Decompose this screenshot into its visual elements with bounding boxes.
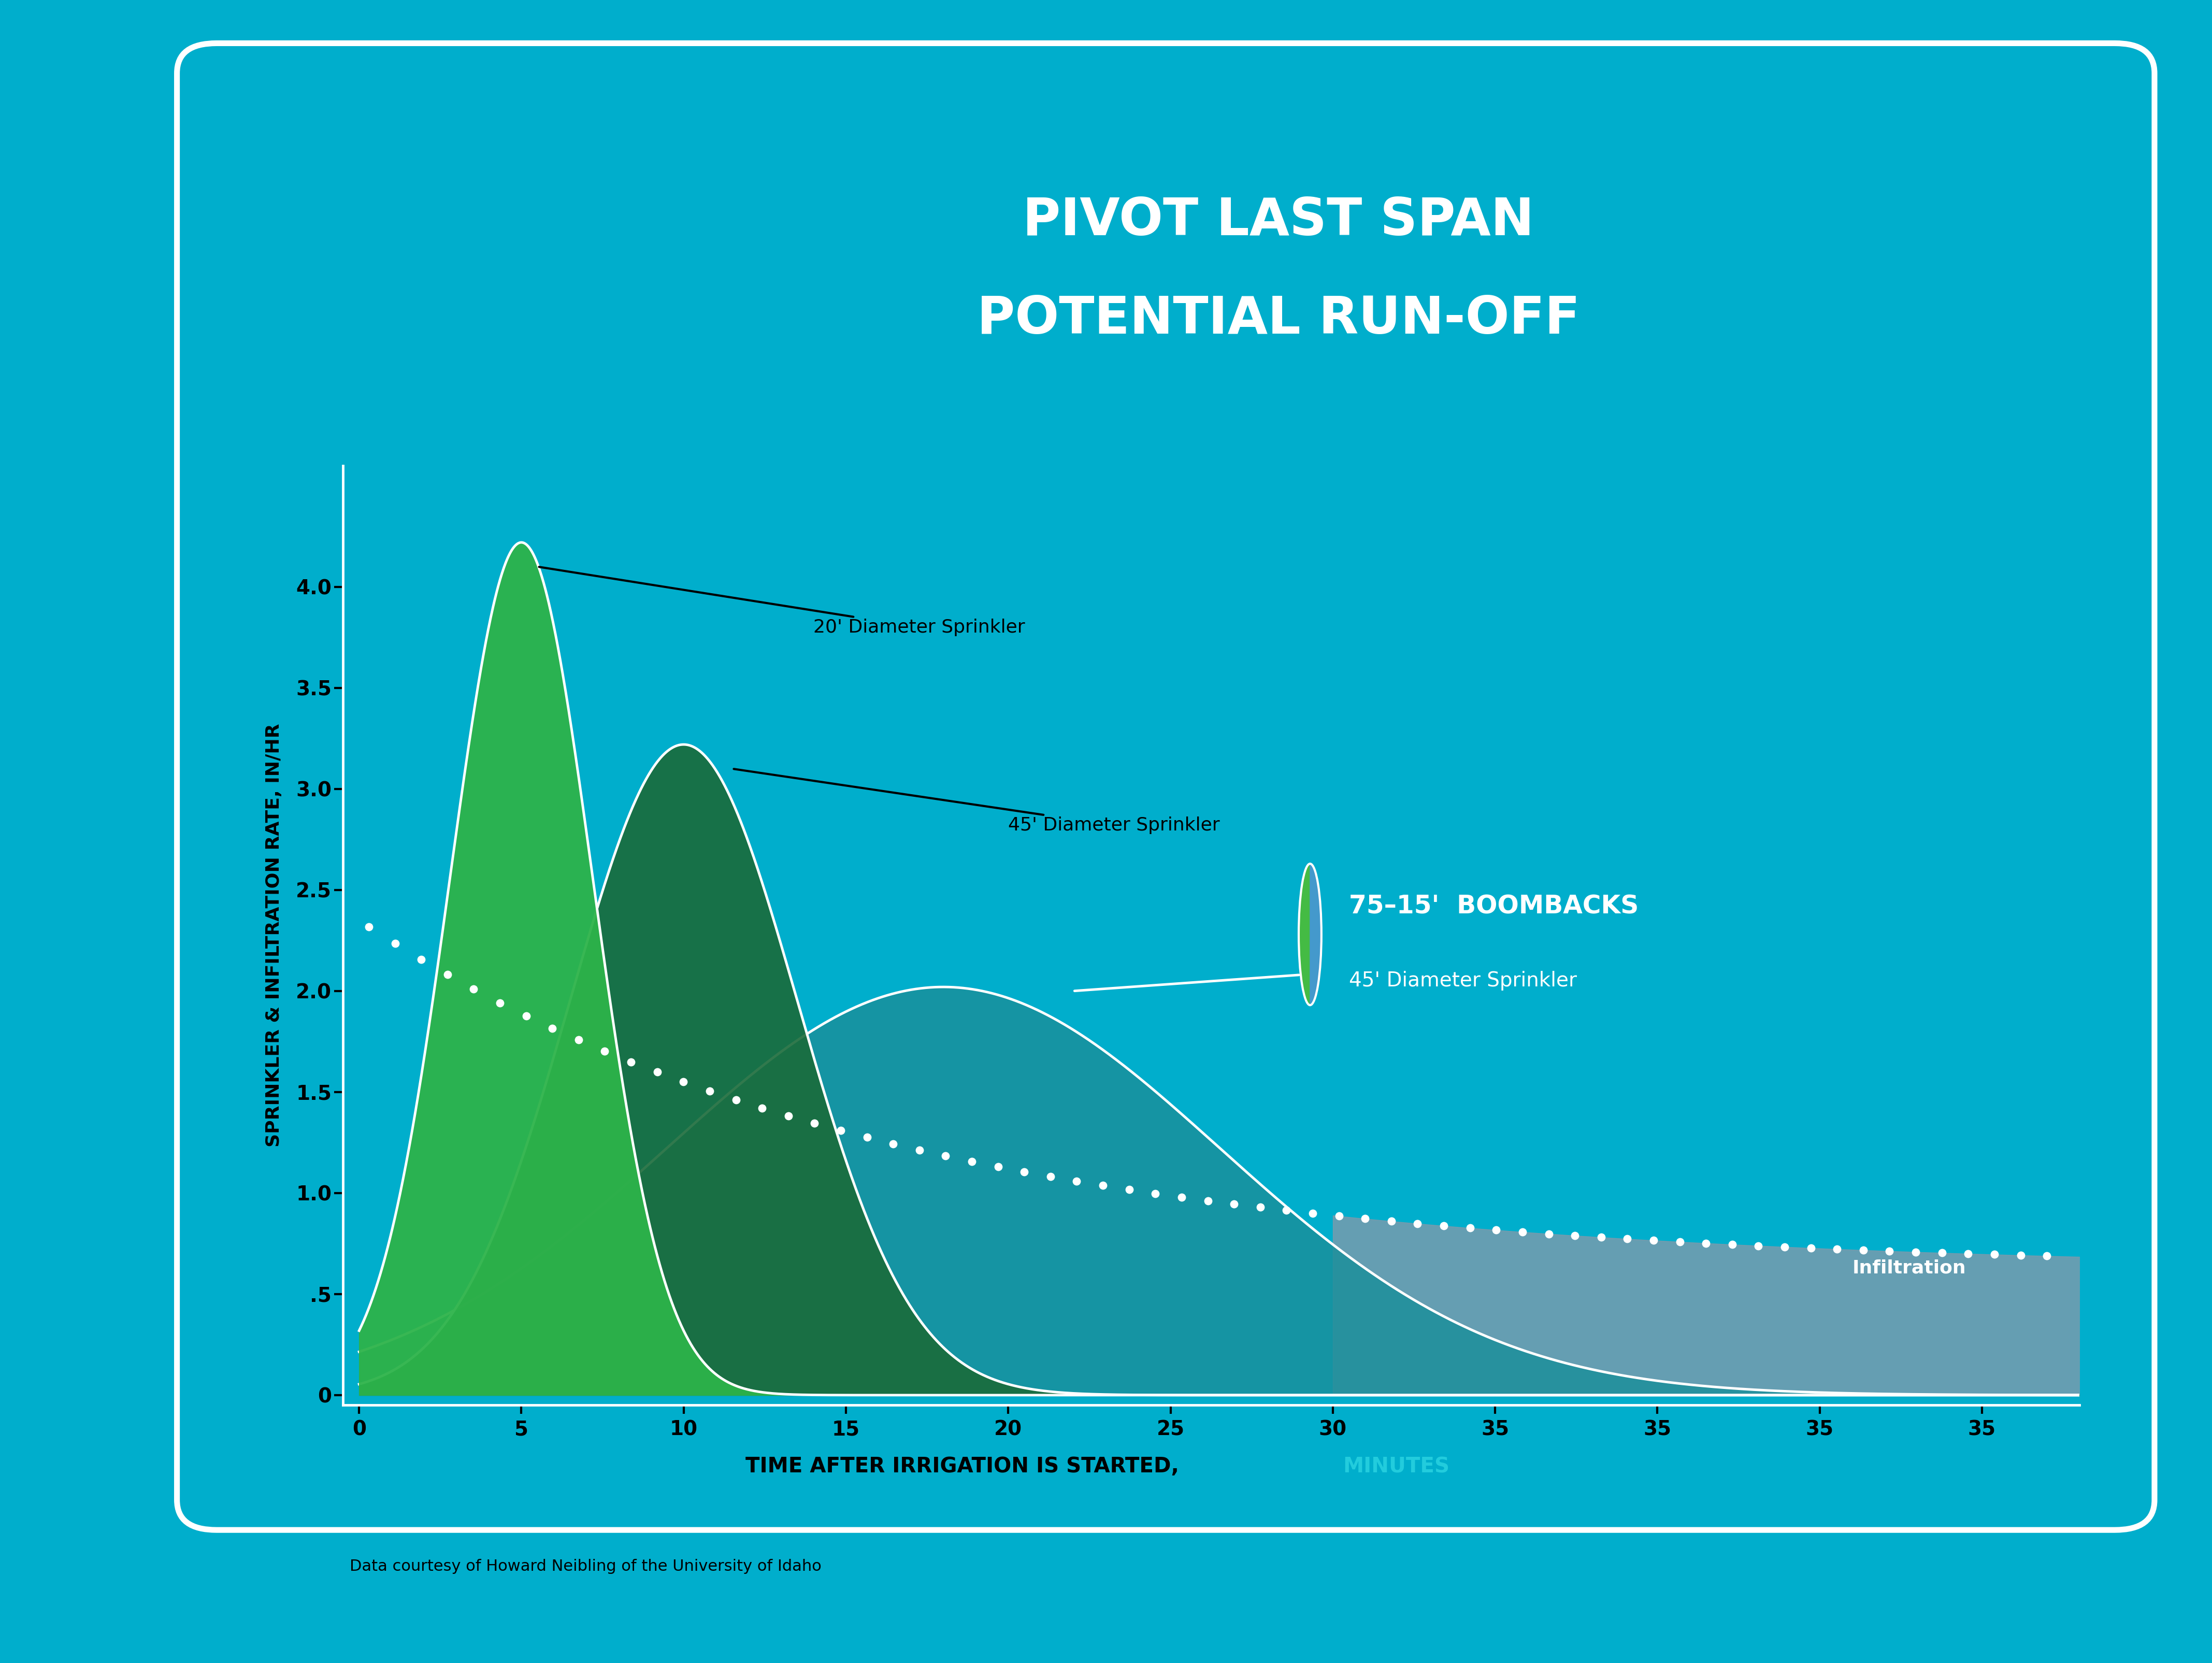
Point [1845,1237,1880,1264]
Point [1820,1236,1856,1262]
Point [456,976,491,1003]
Point [1033,1162,1068,1189]
Point [1217,1191,1252,1217]
Point [2002,1242,2037,1269]
Point [666,1068,701,1094]
Point [1374,1207,1409,1234]
Text: 45' Diameter Sprinkler: 45' Diameter Sprinkler [734,768,1219,835]
Point [2028,1242,2064,1269]
Point [1110,1176,1146,1202]
Text: PIVOT LAST SPAN: PIVOT LAST SPAN [1022,196,1535,246]
Point [535,1014,571,1041]
Point [929,1142,964,1169]
Text: 75–15'  BOOMBACKS: 75–15' BOOMBACKS [1349,893,1639,918]
Point [1767,1234,1803,1261]
Point [1714,1231,1750,1257]
Point [902,1137,938,1164]
Point [1137,1181,1172,1207]
Point [1270,1197,1305,1224]
Point [1978,1241,2013,1267]
Point [1006,1159,1042,1186]
Point [796,1111,832,1137]
Point [770,1103,805,1129]
Point [823,1118,858,1144]
Point [482,989,518,1016]
Point [509,1003,544,1029]
Point [378,930,414,956]
Point [1453,1214,1489,1241]
Point [1951,1241,1986,1267]
Point [1243,1194,1279,1221]
Point [1531,1221,1566,1247]
Point [1294,1201,1329,1227]
Point [1584,1224,1619,1251]
Wedge shape [1310,863,1321,1004]
Point [1504,1219,1540,1246]
Point [745,1094,781,1121]
Wedge shape [1298,863,1310,1004]
Point [352,913,387,940]
Point [849,1124,885,1151]
Point [403,946,438,973]
Text: POTENTIAL RUN-OFF: POTENTIAL RUN-OFF [978,294,1579,344]
Point [953,1147,989,1174]
Point [1478,1217,1513,1244]
Point [1086,1172,1121,1199]
Point [1427,1212,1462,1239]
Point [1637,1227,1672,1254]
Point [1794,1234,1829,1261]
Point [876,1131,911,1157]
Point [1557,1222,1593,1249]
Text: 45' Diameter Sprinkler: 45' Diameter Sprinkler [1349,971,1577,991]
Point [719,1086,754,1113]
Text: TIME AFTER IRRIGATION IS STARTED,: TIME AFTER IRRIGATION IS STARTED, [745,1457,1179,1477]
Point [1610,1226,1646,1252]
Point [980,1154,1015,1181]
Text: Data courtesy of Howard Neibling of the University of Idaho: Data courtesy of Howard Neibling of the … [349,1558,821,1575]
Point [429,961,465,988]
Point [1321,1202,1356,1229]
Text: MINUTES: MINUTES [1343,1457,1449,1477]
Y-axis label: SPRINKLER & INFILTRATION RATE, IN/HR: SPRINKLER & INFILTRATION RATE, IN/HR [265,723,283,1147]
Point [1871,1237,1907,1264]
Point [1661,1229,1697,1256]
Point [1741,1232,1776,1259]
Point [639,1059,675,1086]
Point [1400,1211,1436,1237]
Point [692,1078,728,1104]
Text: Infiltration: Infiltration [1851,1259,1966,1277]
Point [1164,1184,1199,1211]
Point [1190,1187,1225,1214]
Point [1347,1206,1382,1232]
Point [1898,1239,1933,1266]
Point [562,1026,597,1053]
Point [1924,1239,1960,1266]
Point [1060,1167,1095,1194]
Point [1688,1231,1723,1257]
Point [613,1049,648,1076]
Text: 20' Diameter Sprinkler: 20' Diameter Sprinkler [540,567,1024,637]
Point [586,1038,622,1064]
